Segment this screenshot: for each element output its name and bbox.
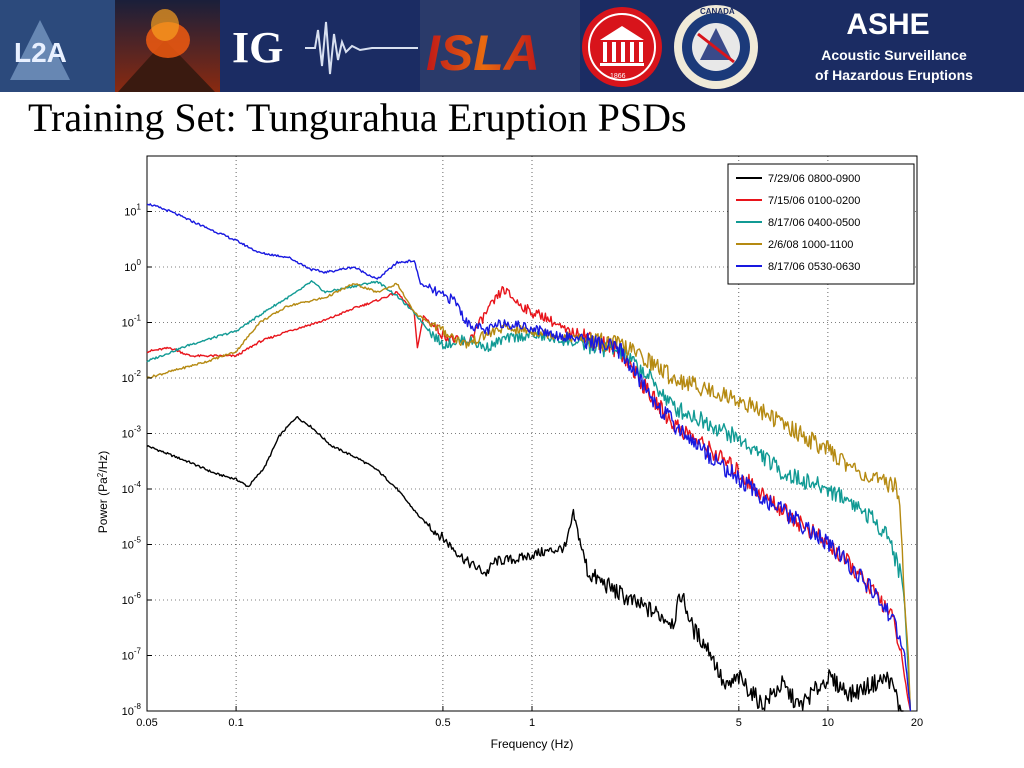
y-tick-label: 10-5 — [122, 536, 142, 552]
ashe-logo: ASHE Acoustic Surveillance of Hazardous … — [770, 0, 1024, 92]
series-line — [146, 203, 912, 712]
x-tick-label: 10 — [822, 717, 834, 729]
y-tick-label: 10-4 — [122, 480, 142, 496]
y-tick-label: 10-8 — [122, 702, 142, 718]
legend-entry: 8/17/06 0400-0500 — [768, 217, 860, 229]
legend-box — [727, 163, 915, 285]
x-axis-label: Frequency (Hz) — [491, 737, 574, 751]
x-tick-label: 5 — [736, 717, 742, 729]
l2a-logo: L2A — [0, 0, 115, 92]
x-tick-label: 0.5 — [435, 717, 450, 729]
svg-text:1866: 1866 — [610, 73, 626, 80]
isla-logo: ISLA — [420, 0, 580, 92]
institution-seal-icon: 1866 — [582, 7, 662, 87]
y-tick-label: 101 — [124, 203, 141, 219]
y-tick-label: 10-3 — [122, 425, 142, 441]
legend-entry: 2/6/08 1000-1100 — [768, 239, 853, 251]
header-banner: L2A IG ISLA 1866 — [0, 0, 1024, 92]
svg-text:ISLA: ISLA — [426, 25, 540, 81]
ticks: 10-810-710-610-510-410-310-210-11001010.… — [122, 203, 924, 730]
x-tick-label: 20 — [911, 717, 923, 729]
x-tick-label: 1 — [529, 717, 535, 729]
psd-chart: 10-810-710-610-510-410-310-210-11001010.… — [96, 155, 924, 751]
svg-text:L2A: L2A — [14, 37, 67, 68]
legend-entry: 7/15/06 0100-0200 — [768, 195, 860, 207]
ig-logo: IG — [220, 0, 420, 92]
legend: 7/29/06 0800-0900 7/15/06 0100-0200 8/17/0… — [727, 163, 915, 285]
series-line — [146, 416, 904, 712]
legend-entry: 7/29/06 0800-0900 — [768, 173, 860, 185]
series-line — [146, 280, 912, 712]
y-tick-label: 10-6 — [122, 591, 142, 607]
svg-text:Acoustic Surveillance: Acoustic Surveillance — [821, 47, 967, 63]
banner-artwork: L2A IG ISLA 1866 — [0, 0, 1024, 92]
y-tick-label: 10-1 — [122, 314, 142, 330]
canada-seal-icon: CANADA — [674, 5, 758, 89]
legend-entry: 8/17/06 0530-0630 — [768, 261, 860, 273]
y-axis-label: Power (Pa2/Hz) — [96, 451, 111, 533]
x-tick-label: 0.1 — [228, 717, 243, 729]
svg-text:CANADA: CANADA — [700, 7, 735, 16]
svg-text:ASHE: ASHE — [846, 8, 929, 41]
series-layer — [146, 203, 912, 712]
x-tick-label: 0.05 — [136, 717, 157, 729]
y-tick-label: 10-2 — [122, 369, 142, 385]
y-tick-label: 100 — [124, 258, 141, 274]
svg-text:IG: IG — [232, 23, 283, 72]
svg-text:of Hazardous Eruptions: of Hazardous Eruptions — [815, 67, 973, 83]
series-line — [146, 286, 912, 712]
slide-title: Training Set: Tungurahua Eruption PSDs — [28, 95, 687, 140]
volcano-image — [115, 0, 220, 92]
y-tick-label: 10-7 — [122, 647, 142, 663]
